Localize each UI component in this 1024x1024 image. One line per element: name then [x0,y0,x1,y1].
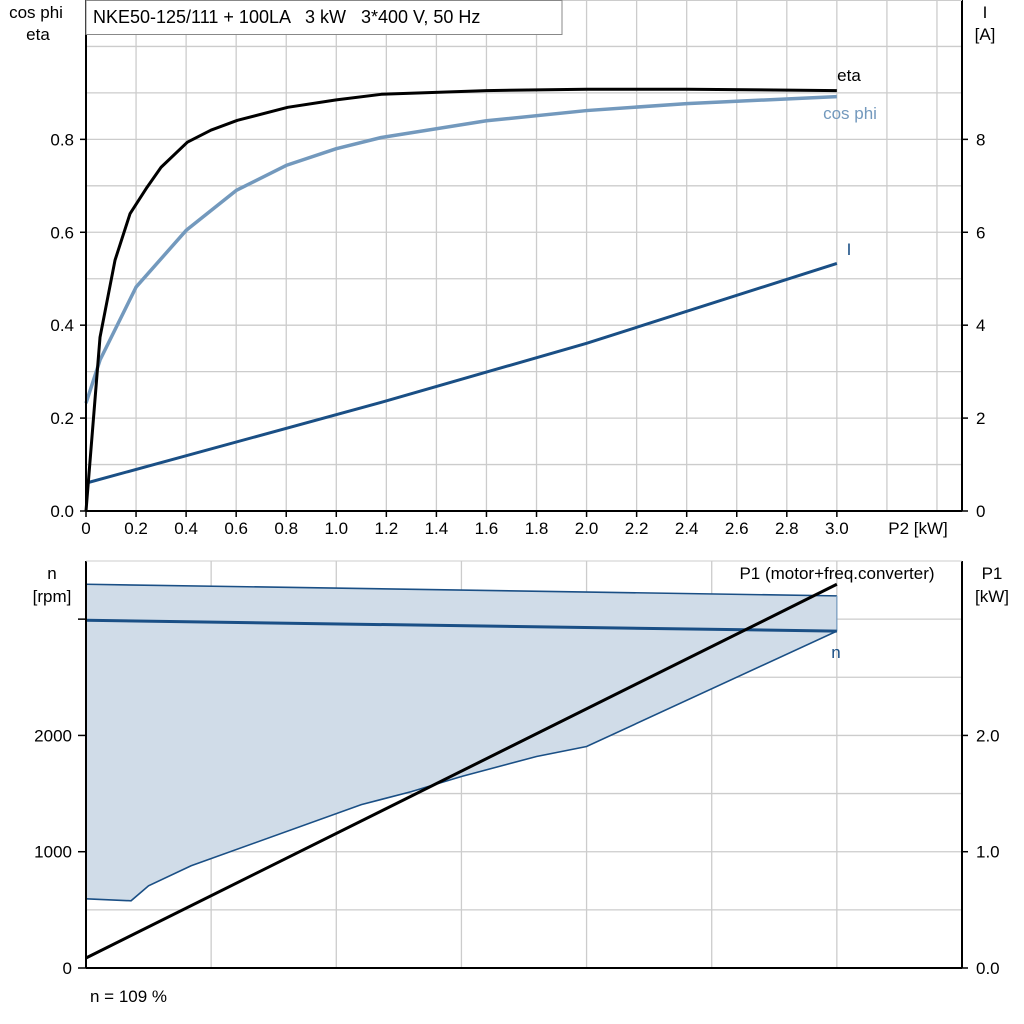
x-tick-label: 0.2 [124,519,148,538]
x-tick-label: 1.8 [525,519,549,538]
y-tick-label-right: 4 [976,316,985,335]
title-box [85,0,563,35]
x-tick-label: 2.2 [625,519,649,538]
y-tick-label-left: 0.2 [50,409,74,428]
y-tick-label-right: 2.0 [976,726,1000,745]
x-tick-label: 1.6 [475,519,499,538]
y-tick-label-left: 1000 [34,843,72,862]
top-series [84,87,838,512]
x-tick-label: 2.8 [775,519,799,538]
y-tick-label-left: 0.8 [50,130,74,149]
speed-range-band [85,583,838,902]
bottom-right-ylabel-1: P1 [982,564,1003,583]
x-tick-label: 3.0 [825,519,849,538]
cos-phi-label: cos phi [823,104,877,123]
y-tick-label-right: 6 [976,223,985,242]
x-tick-label: 0.8 [274,519,298,538]
top-left-ylabel-1: cos phi [9,3,63,22]
y-tick-label-left: 2000 [34,726,72,745]
bottom-series [85,582,838,960]
x-tick-label: 0.4 [174,519,198,538]
speed-curve [85,618,837,633]
y-tick-label-right: 8 [976,130,985,149]
bottom-left-ylabel-2: [rpm] [33,587,72,606]
x-tick-label: 1.0 [324,519,348,538]
speed-band-upper-edge [85,583,837,597]
top-grid [86,0,962,511]
eta-label: eta [837,66,861,85]
top-right-ylabel-1: I [983,3,988,22]
y-tick-label-left: 0.0 [50,502,74,521]
x-tick-label: 2.6 [725,519,749,538]
y-tick-label-left: 0.6 [50,223,74,242]
x-tick-label: 1.2 [375,519,399,538]
y-tick-label-right: 1.0 [976,843,1000,862]
bottom-left-ylabel-1: n [47,564,56,583]
p1-curve [85,582,838,960]
x-tick-label: 2.4 [675,519,699,538]
speed-band-lower-edge [85,630,838,902]
current-label: I [847,240,852,259]
speed-label: n [831,643,840,662]
tick-labels: 0 0.2 0.4 0.6 0.8 1.0 1.2 1.4 1.6 1.8 2.0 2.2 2.4 2.6… [34,130,999,978]
x-tick-label: 2.0 [575,519,599,538]
top-right-ylabel-2: [A] [975,25,996,44]
bottom-right-ylabel-2: [kW] [975,587,1009,606]
eta-curve [84,87,837,512]
current-curve [85,261,838,485]
x-tick-label: 1.4 [425,519,449,538]
top-xlabel: P2 [kW] [888,519,948,538]
p1-label: P1 (motor+freq.converter) [739,564,934,583]
y-tick-label-right: 0 [976,502,985,521]
y-tick-label-left: 0 [63,959,72,978]
y-tick-label-right: 0.0 [976,959,1000,978]
y-tick-label-left: 0.4 [50,316,74,335]
x-tick-label: 0.6 [224,519,248,538]
y-tick-label-right: 2 [976,409,985,428]
speed-percent-annotation: n = 109 % [90,987,167,1006]
speed-band-fill [86,584,837,901]
x-tick-label: 0 [81,519,90,538]
chart-title: NKE50-125/111 + 100LA 3 kW 3*400 V, 50 H… [93,7,480,27]
top-left-ylabel-2: eta [26,25,50,44]
cos-phi-curve [84,94,837,404]
